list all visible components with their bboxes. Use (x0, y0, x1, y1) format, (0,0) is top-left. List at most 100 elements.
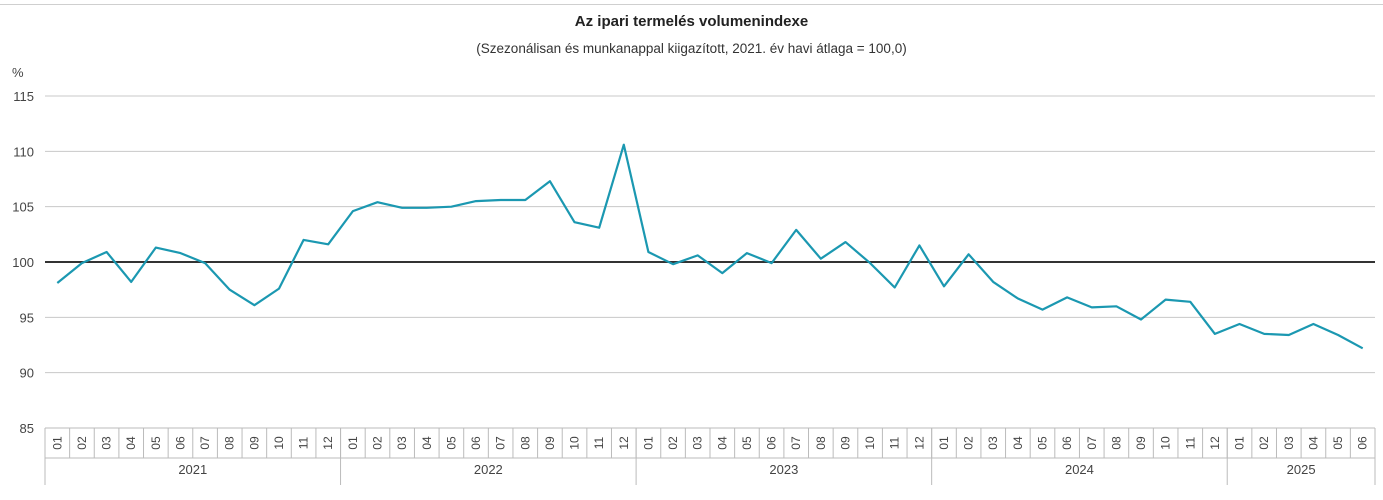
month-label: 12 (912, 436, 926, 450)
data-point (376, 201, 378, 203)
data-point (1263, 333, 1265, 335)
y-tick-label: 90 (20, 366, 34, 381)
data-point (746, 252, 748, 254)
month-label: 12 (617, 436, 631, 450)
data-point (1189, 301, 1191, 303)
year-label: 2023 (769, 462, 798, 477)
month-label: 01 (641, 436, 655, 450)
month-label: 03 (691, 436, 705, 450)
data-point (1115, 305, 1117, 307)
data-point (524, 199, 526, 201)
month-label: 06 (765, 436, 779, 450)
data-point (1361, 347, 1363, 349)
data-point (1091, 306, 1093, 308)
month-label: 05 (1331, 436, 1345, 450)
month-label: 04 (1306, 436, 1320, 450)
data-point (56, 282, 58, 284)
month-label: 03 (100, 436, 114, 450)
y-axis-label: % (12, 65, 24, 80)
month-label: 05 (740, 436, 754, 450)
month-label: 07 (789, 436, 803, 450)
month-label: 09 (838, 436, 852, 450)
month-label: 09 (1134, 436, 1148, 450)
data-point (450, 205, 452, 207)
month-label: 08 (518, 436, 532, 450)
month-label: 08 (223, 436, 237, 450)
y-tick-label: 85 (20, 421, 34, 436)
month-label: 04 (1011, 436, 1025, 450)
data-point (1140, 318, 1142, 320)
month-label: 02 (666, 436, 680, 450)
month-label: 01 (346, 436, 360, 450)
month-label: 03 (986, 436, 1000, 450)
year-label: 2024 (1065, 462, 1094, 477)
month-label: 07 (494, 436, 508, 450)
data-point (894, 286, 896, 288)
data-point (721, 272, 723, 274)
data-point (1238, 323, 1240, 325)
data-point (820, 257, 822, 259)
month-label: 06 (1356, 436, 1370, 450)
month-label: 10 (272, 436, 286, 450)
data-point (598, 226, 600, 228)
data-point (844, 241, 846, 243)
data-point (475, 200, 477, 202)
data-point (302, 239, 304, 241)
data-point (943, 285, 945, 287)
data-point (967, 253, 969, 255)
x-axis: 01 02 03 04 05 06 07 08 09 10 11 12 2021 01 02 03 04 05 06… (44, 427, 1376, 485)
month-label: 02 (1257, 436, 1271, 450)
data-point (229, 288, 231, 290)
month-label: 04 (124, 436, 138, 450)
year-label: 2025 (1287, 462, 1316, 477)
data-point (1288, 334, 1290, 336)
month-label: 10 (1159, 436, 1173, 450)
month-label: 01 (50, 436, 64, 450)
data-point (1214, 333, 1216, 335)
month-label: 09 (543, 436, 557, 450)
month-label: 06 (173, 436, 187, 450)
month-label: 12 (321, 436, 335, 450)
y-axis: 85 90 95 100 105 110 115% (12, 65, 34, 436)
data-point (1066, 296, 1068, 298)
month-label: 08 (814, 436, 828, 450)
month-label: 10 (863, 436, 877, 450)
data-point (573, 221, 575, 223)
month-label: 02 (75, 436, 89, 450)
data-point (1017, 297, 1019, 299)
chart-subtitle: (Szezonálisan és munkanappal kiigazított… (476, 41, 907, 56)
data-point (204, 262, 206, 264)
y-tick-label: 100 (12, 255, 34, 270)
data-point (327, 243, 329, 245)
data-point (253, 304, 255, 306)
data-point (1164, 298, 1166, 300)
year-label: 2022 (474, 462, 503, 477)
data-point (499, 199, 501, 201)
data-point (352, 210, 354, 212)
series-group (56, 143, 1364, 350)
month-label: 09 (247, 436, 261, 450)
year-label: 2021 (178, 462, 207, 477)
month-label: 05 (1036, 436, 1050, 450)
month-label: 06 (1060, 436, 1074, 450)
data-point (672, 263, 674, 265)
data-point (623, 143, 625, 145)
month-label: 08 (1109, 436, 1123, 450)
y-tick-label: 95 (20, 310, 34, 325)
month-label: 05 (444, 436, 458, 450)
data-point (426, 207, 428, 209)
data-point (918, 244, 920, 246)
data-point (549, 180, 551, 182)
month-label: 12 (1208, 436, 1222, 450)
top-border (0, 4, 1383, 5)
month-label: 07 (198, 436, 212, 450)
data-point (155, 246, 157, 248)
data-point (130, 281, 132, 283)
data-point (179, 252, 181, 254)
data-point (647, 251, 649, 253)
data-point (869, 262, 871, 264)
month-label: 01 (937, 436, 951, 450)
month-label: 03 (1282, 436, 1296, 450)
y-tick-label: 105 (12, 200, 34, 215)
